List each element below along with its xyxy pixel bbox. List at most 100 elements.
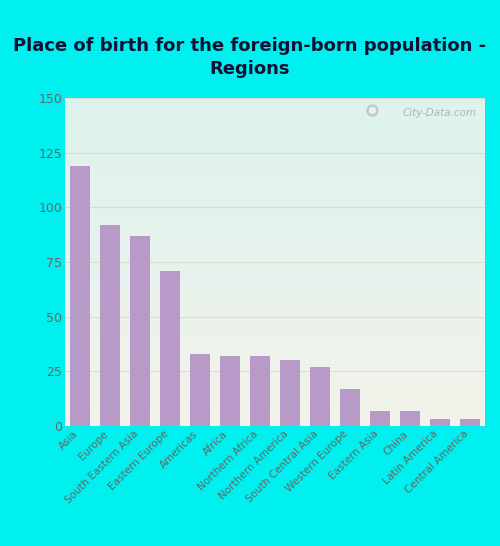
Bar [65, 342, 485, 344]
Bar [280, 360, 300, 426]
Bar [65, 383, 485, 385]
Bar [65, 285, 485, 287]
Bar [65, 359, 485, 360]
Bar [65, 275, 485, 277]
Bar [65, 159, 485, 161]
Bar [65, 126, 485, 128]
Bar [65, 211, 485, 213]
Bar [65, 254, 485, 256]
Bar [65, 347, 485, 349]
Bar [65, 179, 485, 180]
Bar [65, 314, 485, 316]
Bar [310, 367, 330, 426]
Bar [65, 408, 485, 410]
Bar [65, 252, 485, 254]
Bar [65, 411, 485, 413]
Bar [65, 228, 485, 229]
Bar [65, 169, 485, 170]
Bar [65, 198, 485, 200]
Bar [65, 396, 485, 398]
Bar [65, 262, 485, 264]
Bar [65, 306, 485, 308]
Bar [65, 277, 485, 278]
Bar [65, 380, 485, 382]
Bar [65, 395, 485, 396]
Bar [65, 288, 485, 290]
Bar [65, 167, 485, 169]
Bar [65, 224, 485, 226]
Bar [65, 382, 485, 383]
Bar [65, 329, 485, 331]
Bar [65, 331, 485, 333]
Bar [65, 423, 485, 424]
Bar [65, 236, 485, 238]
Bar [65, 323, 485, 324]
Bar [65, 121, 485, 123]
Bar [65, 216, 485, 218]
Bar [65, 115, 485, 116]
Bar [65, 292, 485, 293]
Bar [65, 123, 485, 124]
Bar [65, 259, 485, 260]
Bar [65, 251, 485, 252]
Bar [65, 282, 485, 283]
Bar [65, 116, 485, 118]
Text: City-Data.com: City-Data.com [402, 108, 476, 118]
Bar [65, 131, 485, 133]
Bar [65, 174, 485, 175]
Bar [250, 356, 270, 426]
Bar [65, 333, 485, 334]
Bar [65, 187, 485, 188]
Bar [65, 215, 485, 216]
Bar [65, 102, 485, 103]
Bar [65, 390, 485, 391]
Bar [65, 134, 485, 136]
Bar [65, 172, 485, 174]
Bar [65, 128, 485, 129]
Bar [65, 401, 485, 403]
Bar [65, 239, 485, 241]
Bar [65, 226, 485, 228]
Bar [65, 192, 485, 193]
Bar [65, 105, 485, 106]
Bar [65, 256, 485, 257]
Bar [65, 308, 485, 310]
Bar [65, 272, 485, 274]
Bar [65, 154, 485, 156]
Bar [65, 287, 485, 288]
Bar [460, 419, 480, 426]
Bar [65, 373, 485, 375]
Bar [65, 357, 485, 359]
Bar [400, 411, 420, 426]
Bar [65, 233, 485, 234]
Bar [65, 370, 485, 372]
Bar [65, 418, 485, 419]
Bar [65, 193, 485, 195]
Bar [65, 313, 485, 314]
Bar [65, 136, 485, 138]
Bar [65, 177, 485, 179]
Bar [65, 413, 485, 414]
Bar [65, 210, 485, 211]
Bar [65, 391, 485, 393]
Bar [65, 393, 485, 395]
Bar [65, 424, 485, 426]
Bar [65, 416, 485, 418]
Bar [65, 234, 485, 236]
Bar [65, 303, 485, 305]
Bar [65, 197, 485, 198]
Bar [65, 365, 485, 367]
Bar [65, 157, 485, 159]
Bar [65, 375, 485, 377]
Bar [65, 108, 485, 110]
Bar [65, 151, 485, 152]
Bar [65, 129, 485, 131]
Bar [65, 138, 485, 139]
Bar [65, 246, 485, 247]
Bar [65, 270, 485, 272]
Bar [65, 328, 485, 329]
Bar [65, 419, 485, 421]
Bar [65, 133, 485, 134]
Bar [65, 316, 485, 318]
Bar [65, 301, 485, 303]
